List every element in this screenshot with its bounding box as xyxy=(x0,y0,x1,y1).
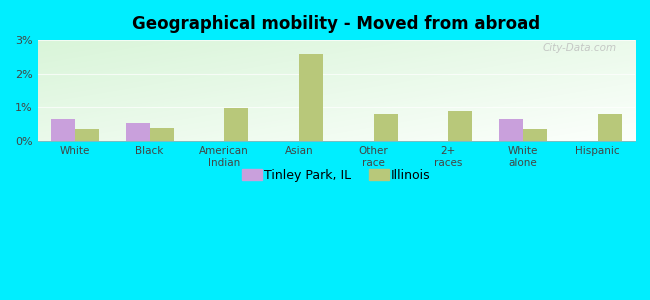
Bar xyxy=(51,119,75,141)
Text: City-Data.com: City-Data.com xyxy=(543,43,617,53)
Bar xyxy=(75,129,99,141)
Bar xyxy=(125,123,150,141)
Bar xyxy=(448,112,472,141)
Bar xyxy=(523,129,547,141)
Bar xyxy=(597,114,621,141)
Title: Geographical mobility - Moved from abroad: Geographical mobility - Moved from abroa… xyxy=(132,15,540,33)
Bar xyxy=(150,128,174,141)
Bar xyxy=(299,54,323,141)
Bar xyxy=(374,113,398,141)
Bar xyxy=(224,109,248,141)
Legend: Tinley Park, IL, Illinois: Tinley Park, IL, Illinois xyxy=(237,164,436,188)
Bar xyxy=(499,119,523,141)
